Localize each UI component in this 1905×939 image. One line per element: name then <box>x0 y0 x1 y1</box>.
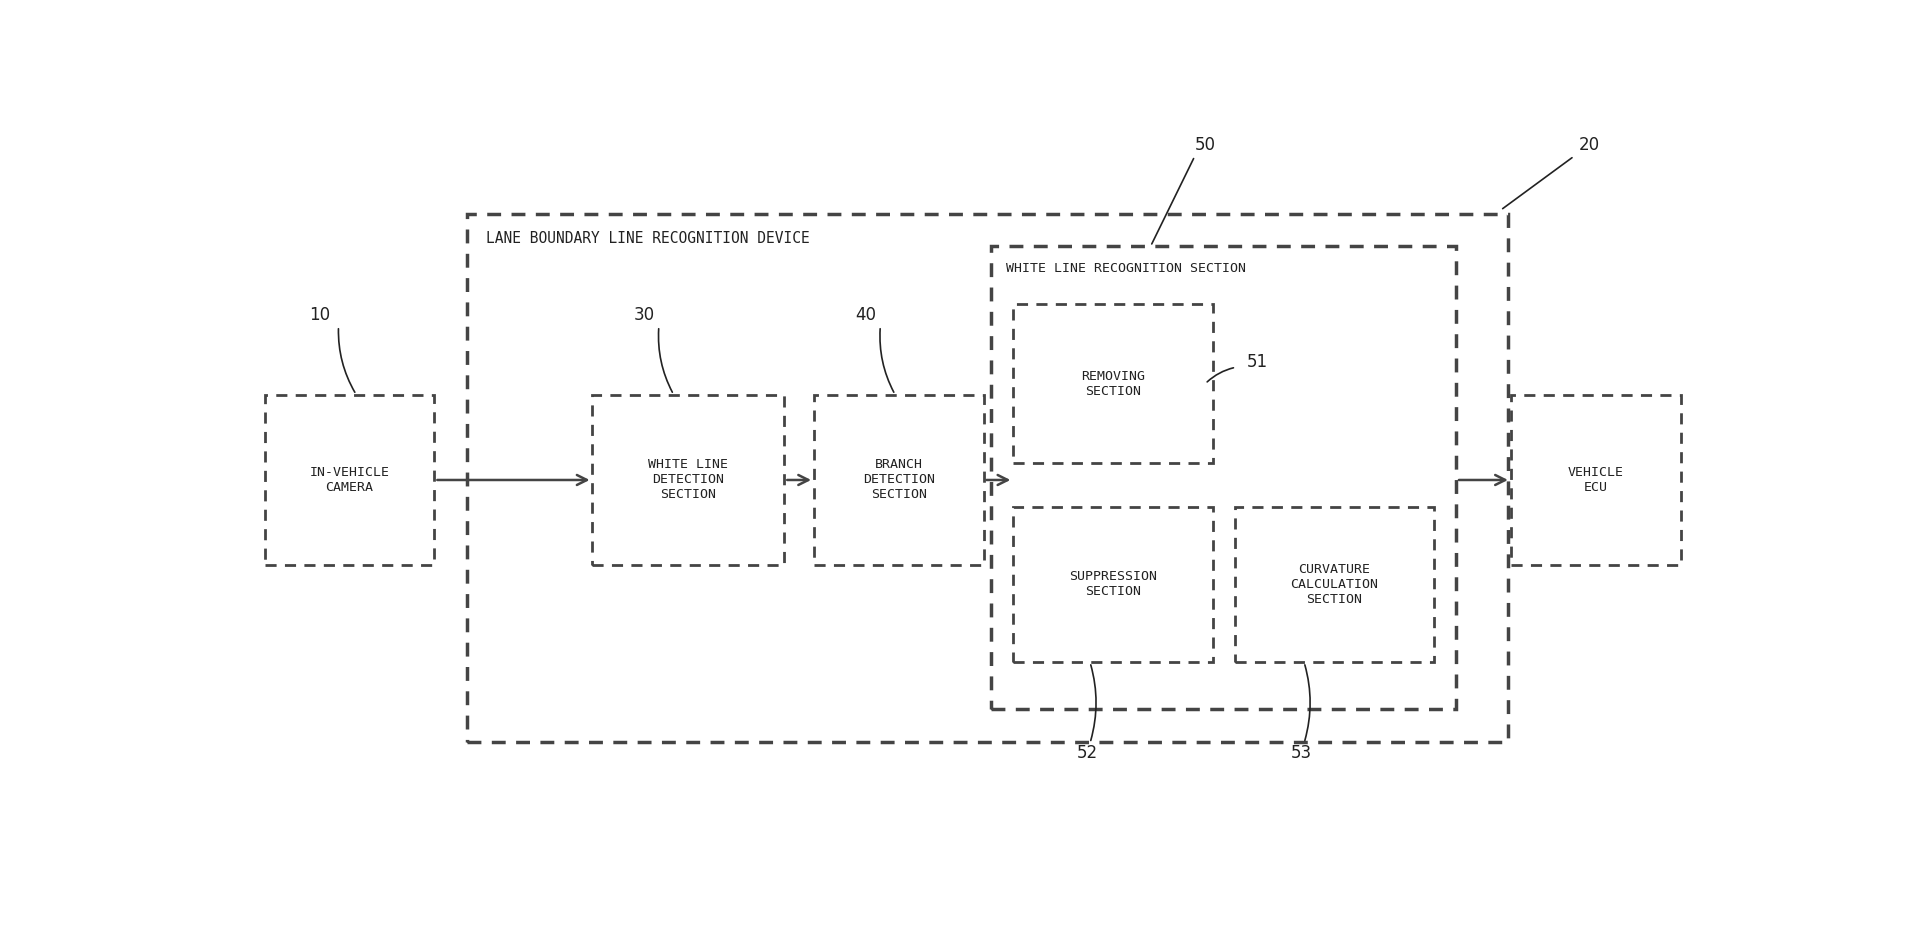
Text: BRANCH
DETECTION
SECTION: BRANCH DETECTION SECTION <box>863 458 935 501</box>
Text: CURVATURE
CALCULATION
SECTION: CURVATURE CALCULATION SECTION <box>1290 563 1379 606</box>
Bar <box>1511 394 1680 564</box>
Text: 30: 30 <box>634 306 655 324</box>
Bar <box>265 394 434 564</box>
Bar <box>813 394 983 564</box>
Bar <box>467 214 1509 742</box>
Text: VEHICLE
ECU: VEHICLE ECU <box>1568 466 1623 494</box>
Bar <box>991 246 1455 709</box>
Text: WHITE LINE RECOGNITION SECTION: WHITE LINE RECOGNITION SECTION <box>1006 262 1246 275</box>
Text: 52: 52 <box>1076 744 1097 762</box>
Text: WHITE LINE
DETECTION
SECTION: WHITE LINE DETECTION SECTION <box>648 458 728 501</box>
Text: 51: 51 <box>1246 353 1267 371</box>
Bar <box>1013 507 1212 662</box>
Text: IN-VEHICLE
CAMERA: IN-VEHICLE CAMERA <box>311 466 391 494</box>
Text: 40: 40 <box>855 306 876 324</box>
Text: REMOVING
SECTION: REMOVING SECTION <box>1080 370 1145 398</box>
Text: SUPPRESSION
SECTION: SUPPRESSION SECTION <box>1069 571 1156 598</box>
Text: 10: 10 <box>309 306 330 324</box>
Text: 53: 53 <box>1290 744 1313 762</box>
Bar <box>1013 304 1212 463</box>
Bar <box>1234 507 1434 662</box>
Text: LANE BOUNDARY LINE RECOGNITION DEVICE: LANE BOUNDARY LINE RECOGNITION DEVICE <box>486 231 810 246</box>
Text: 20: 20 <box>1579 136 1600 154</box>
Text: 50: 50 <box>1194 136 1215 154</box>
Bar <box>592 394 785 564</box>
